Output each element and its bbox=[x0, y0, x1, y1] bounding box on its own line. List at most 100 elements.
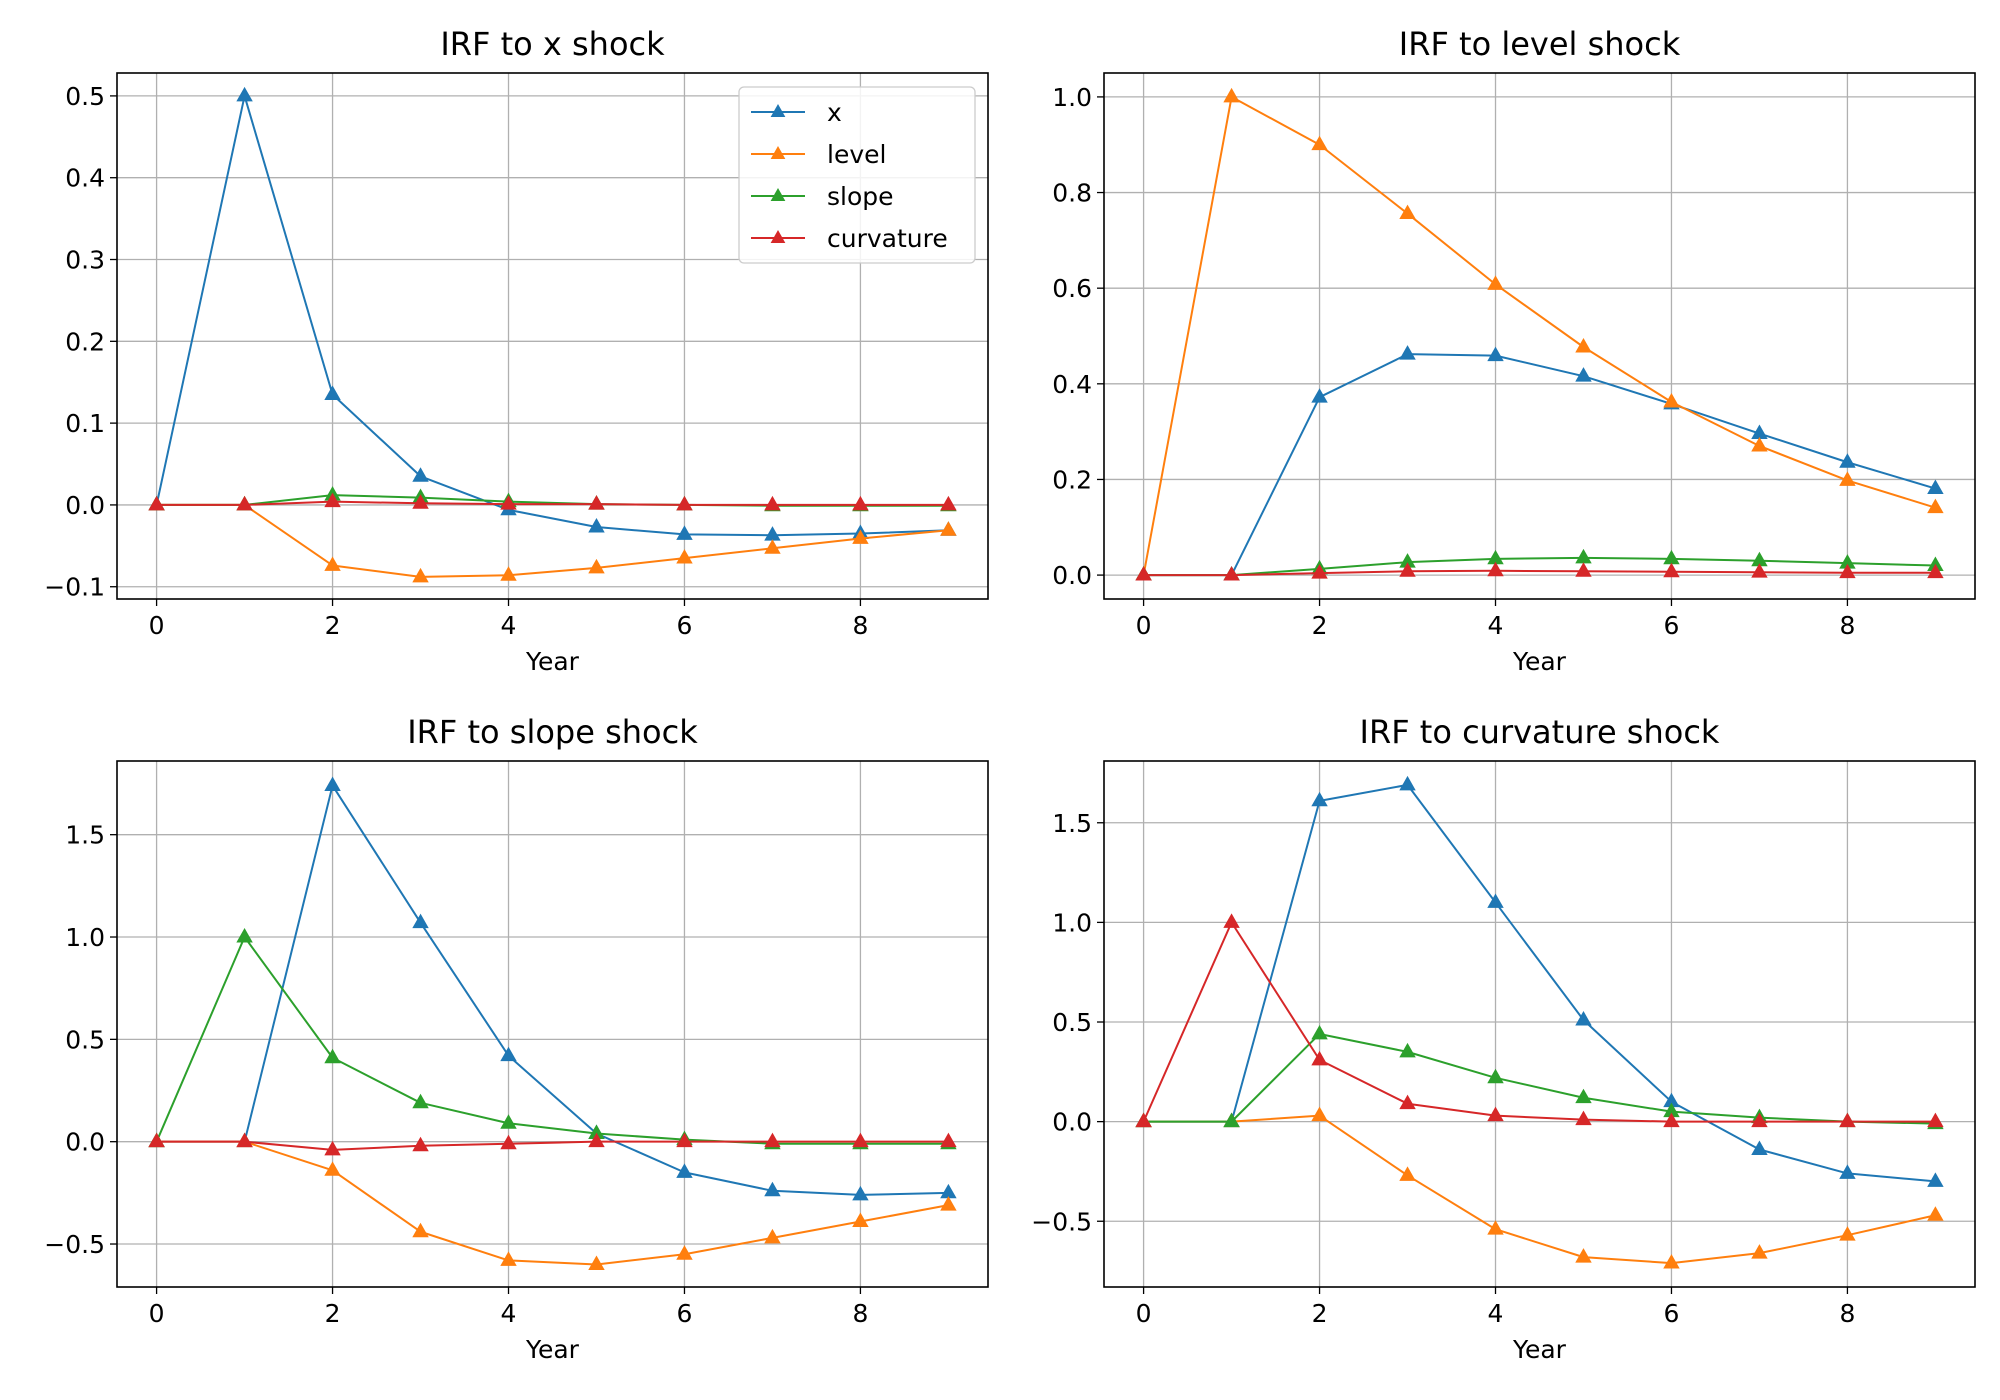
data-point-curvature bbox=[1927, 563, 1944, 579]
series-line-x bbox=[1143, 783, 1936, 1183]
data-point-slope bbox=[1575, 548, 1592, 564]
data-point-x bbox=[1575, 1011, 1592, 1026]
y-tick-label: 1.0 bbox=[1052, 908, 1092, 937]
y-tick-label: 0.5 bbox=[65, 82, 105, 111]
data-point-curvature bbox=[1399, 1094, 1416, 1110]
data-point-x bbox=[852, 1185, 869, 1201]
legend-marker-slope bbox=[770, 188, 786, 201]
x-tick-label: 6 bbox=[1664, 1299, 1680, 1328]
data-point-x bbox=[412, 913, 429, 929]
y-tick-label: 0.4 bbox=[65, 164, 105, 193]
legend-box bbox=[738, 86, 976, 264]
data-point-x bbox=[1399, 345, 1416, 360]
data-point-level bbox=[1751, 1244, 1768, 1259]
data-point-curvature bbox=[588, 1132, 605, 1148]
y-tick-label: −0.1 bbox=[44, 573, 105, 602]
series-line-x bbox=[156, 784, 949, 1196]
data-point-slope bbox=[1575, 1088, 1592, 1104]
x-tick-label: 2 bbox=[325, 611, 341, 640]
y-tick-label: 0.0 bbox=[1052, 561, 1092, 590]
x-axis-label: Year bbox=[1512, 647, 1567, 676]
data-point-level bbox=[1575, 1248, 1592, 1263]
data-point-level bbox=[1487, 1220, 1504, 1235]
data-point-curvature bbox=[1399, 562, 1416, 577]
data-point-curvature bbox=[940, 495, 957, 511]
data-point-curvature bbox=[1487, 561, 1504, 577]
data-point-x bbox=[764, 1181, 781, 1197]
data-point-level bbox=[676, 549, 693, 564]
data-point-slope bbox=[236, 928, 253, 943]
x-axis-label: Year bbox=[525, 1335, 580, 1364]
x-tick-label: 2 bbox=[1312, 1299, 1328, 1328]
data-point-level bbox=[324, 556, 341, 571]
subplot-2: 0 2 4 6 8 0.0 0.2 0.4 0.6 0.8 1.0 IRF to level shoc… bbox=[1052, 25, 1976, 676]
data-point-curvature bbox=[1751, 1112, 1768, 1128]
plot-frame bbox=[116, 760, 989, 1288]
data-point-level bbox=[940, 1196, 957, 1211]
data-point-x bbox=[412, 467, 429, 482]
y-tick-label: 0.3 bbox=[65, 246, 105, 275]
data-point-x bbox=[588, 517, 605, 533]
data-point-curvature bbox=[1663, 562, 1680, 578]
series-line-level bbox=[1142, 95, 1936, 576]
legend-label-level: level bbox=[827, 140, 886, 169]
data-point-curvature bbox=[676, 1132, 693, 1148]
legend-marker-level bbox=[770, 146, 786, 159]
series-line-slope bbox=[1143, 1032, 1936, 1125]
data-point-curvature bbox=[1575, 1110, 1592, 1126]
y-tick-label: 0.5 bbox=[65, 1025, 105, 1054]
data-point-level bbox=[588, 1255, 605, 1270]
data-point-level bbox=[1751, 436, 1768, 452]
x-tick-label: 0 bbox=[1136, 1299, 1152, 1328]
x-tick-label: 6 bbox=[677, 1299, 693, 1328]
data-point-level bbox=[1839, 1226, 1856, 1241]
data-point-x bbox=[1311, 791, 1328, 807]
data-point-level bbox=[1663, 392, 1680, 408]
x-tick-label: 6 bbox=[677, 611, 693, 640]
data-point-x bbox=[1927, 1172, 1944, 1187]
data-point-curvature bbox=[764, 495, 781, 511]
subplot-3: 0 2 4 6 8 −0.5 0.0 0.5 1.0 1.5 IRF to slope shock Y… bbox=[44, 713, 989, 1364]
data-point-x bbox=[1751, 1140, 1768, 1155]
series-line-curvature bbox=[156, 500, 949, 506]
data-point-curvature bbox=[1575, 562, 1592, 577]
data-point-level bbox=[1575, 337, 1592, 353]
x-tick-label: 8 bbox=[1839, 611, 1855, 640]
data-point-x bbox=[940, 1183, 957, 1199]
data-point-level bbox=[500, 1251, 517, 1266]
y-tick-label: 0.0 bbox=[65, 491, 105, 520]
y-tick-label: −0.5 bbox=[1031, 1207, 1092, 1236]
data-point-curvature bbox=[1839, 1112, 1856, 1128]
data-point-level bbox=[412, 1222, 429, 1238]
subplot-1: 0 2 4 6 8 −0.1 0.0 0.1 0.2 0.3 0.4 0.5 IRF to x shoc… bbox=[44, 25, 989, 676]
y-tick-label: 0.8 bbox=[1052, 179, 1092, 208]
data-point-x bbox=[1399, 775, 1416, 791]
legend-label-slope: slope bbox=[827, 182, 894, 211]
x-tick-label: 4 bbox=[1488, 1299, 1504, 1328]
x-tick-label: 8 bbox=[852, 1299, 868, 1328]
x-tick-label: 4 bbox=[501, 1299, 517, 1328]
data-point-curvature bbox=[588, 495, 605, 510]
x-axis-label: Year bbox=[525, 647, 580, 676]
data-point-x bbox=[1839, 453, 1856, 468]
data-point-slope bbox=[1487, 1068, 1504, 1084]
data-point-curvature bbox=[500, 1134, 517, 1150]
data-point-x bbox=[1311, 388, 1328, 403]
data-point-level bbox=[1927, 1206, 1944, 1221]
data-point-level bbox=[1927, 498, 1944, 514]
y-tick-label: −0.5 bbox=[44, 1230, 105, 1259]
x-tick-label: 6 bbox=[1664, 611, 1680, 640]
data-point-slope bbox=[1399, 1042, 1416, 1058]
chart-title: IRF to level shock bbox=[1399, 25, 1681, 63]
data-point-curvature bbox=[148, 1132, 165, 1148]
chart-title: IRF to slope shock bbox=[407, 713, 698, 751]
data-point-level bbox=[1399, 204, 1416, 220]
y-tick-label: 0.6 bbox=[1052, 274, 1092, 303]
y-tick-label: 1.0 bbox=[65, 923, 105, 952]
data-point-level bbox=[1311, 135, 1328, 151]
data-point-curvature bbox=[1663, 1112, 1680, 1128]
data-point-curvature bbox=[1135, 1112, 1152, 1128]
data-point-level bbox=[1223, 87, 1240, 103]
x-tick-label: 0 bbox=[149, 1299, 165, 1328]
